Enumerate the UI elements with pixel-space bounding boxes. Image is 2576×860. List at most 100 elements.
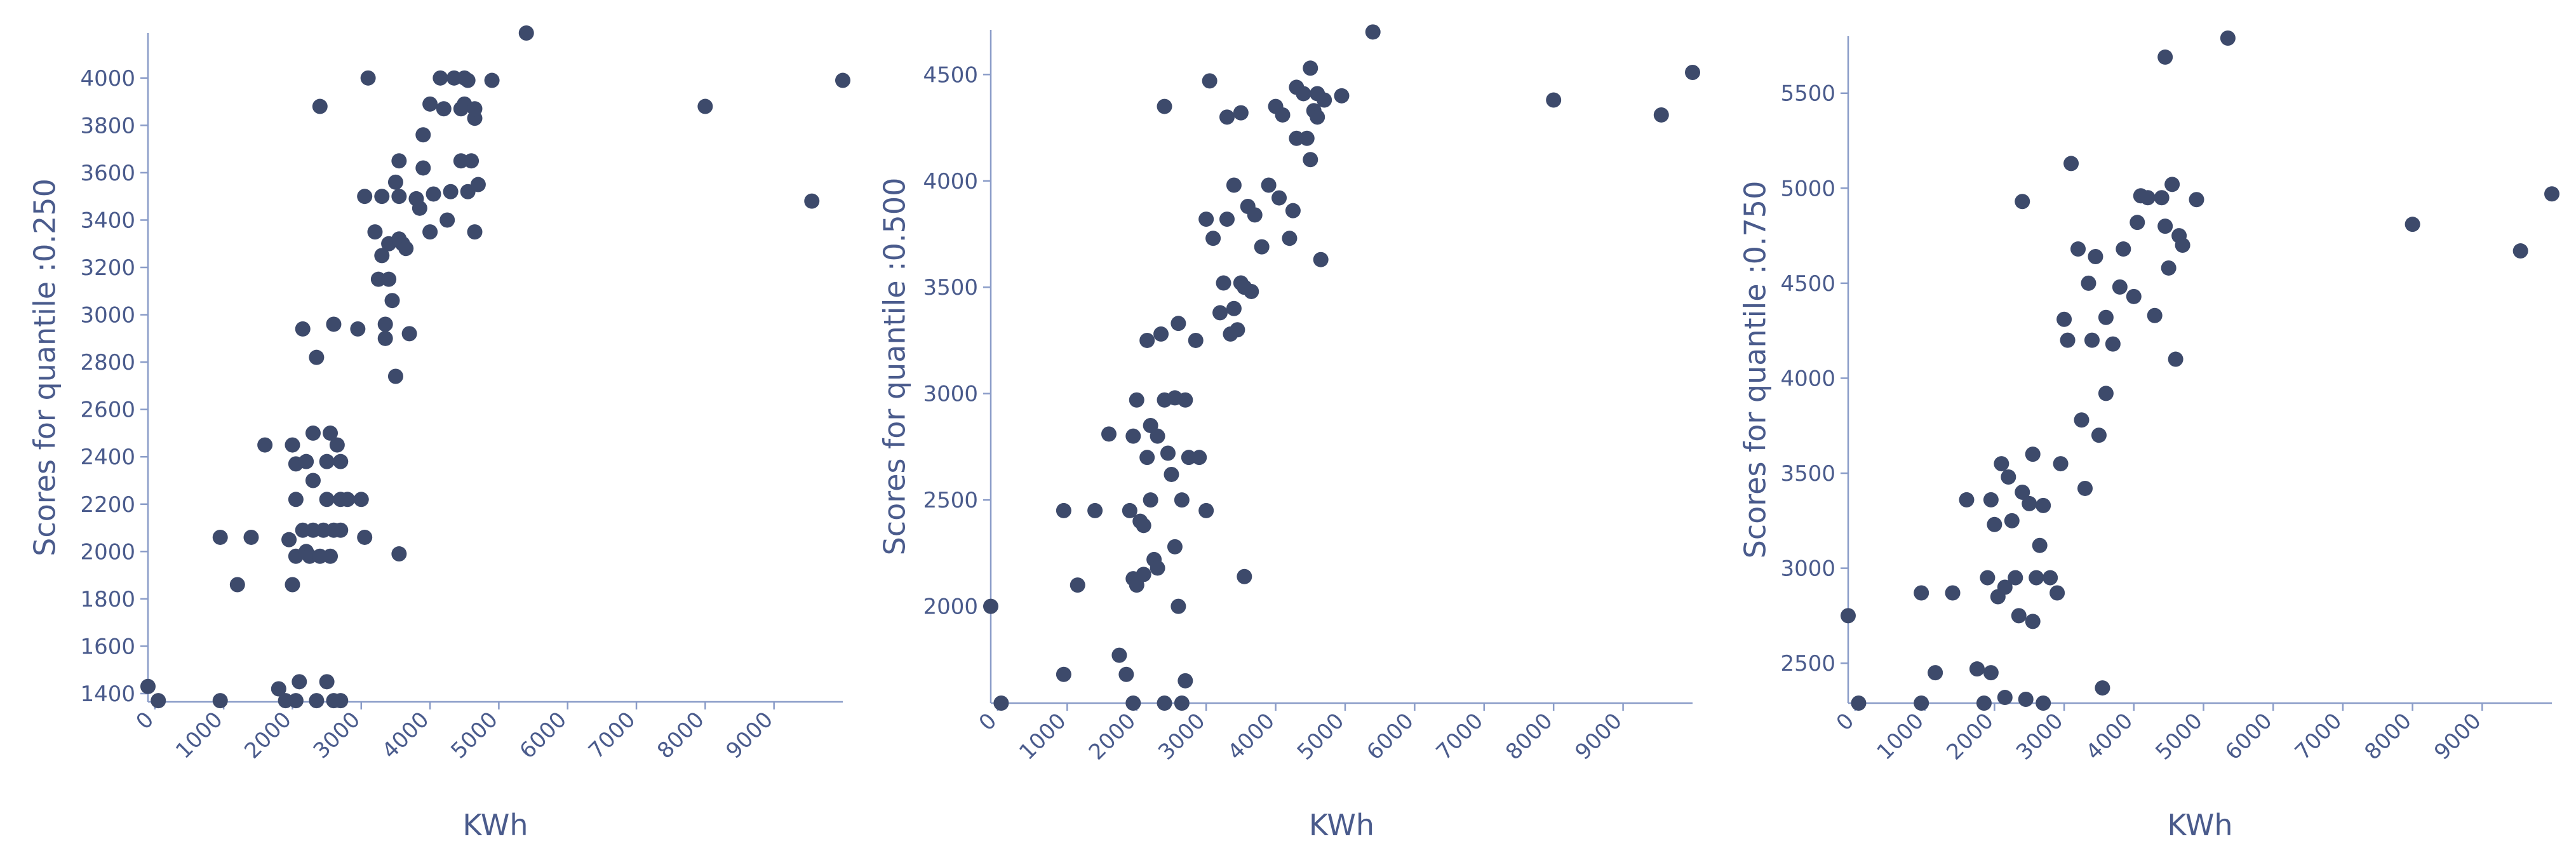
data-point xyxy=(2512,243,2528,259)
data-point xyxy=(1125,695,1141,711)
data-point xyxy=(319,454,335,469)
data-point xyxy=(229,577,245,593)
data-point xyxy=(1136,567,1151,582)
data-point xyxy=(1928,665,1943,681)
data-point xyxy=(1111,647,1127,663)
data-point xyxy=(377,330,393,346)
y-tick-label: 3500 xyxy=(923,275,978,300)
data-point xyxy=(1303,60,1318,76)
y-tick-label: 1400 xyxy=(80,682,135,707)
data-point xyxy=(426,186,441,202)
data-point xyxy=(415,127,431,143)
data-point xyxy=(436,101,452,117)
x-axis-title: KWh xyxy=(1309,808,1374,842)
data-point xyxy=(1087,502,1103,518)
data-point xyxy=(1177,673,1193,689)
y-tick-label: 1600 xyxy=(80,634,135,659)
data-point xyxy=(357,529,373,545)
y-tick-label: 4000 xyxy=(923,169,978,194)
data-point xyxy=(1997,579,2013,595)
data-point xyxy=(2056,311,2072,327)
x-tick-label: 6000 xyxy=(1362,708,1418,765)
data-point xyxy=(1914,695,1929,711)
y-tick-label: 4000 xyxy=(80,66,135,91)
data-point xyxy=(1056,502,1071,518)
data-point xyxy=(271,681,286,697)
data-point xyxy=(2112,279,2128,295)
data-point xyxy=(422,224,438,240)
data-point xyxy=(1143,492,1158,508)
data-point xyxy=(281,532,297,548)
data-point xyxy=(151,693,166,709)
data-point xyxy=(1139,332,1155,348)
data-point xyxy=(312,98,328,114)
data-point xyxy=(1976,695,1992,711)
data-point xyxy=(326,316,342,332)
data-point xyxy=(2116,241,2131,257)
x-tick-label: 4000 xyxy=(1223,708,1279,765)
x-tick-label: 5000 xyxy=(446,707,502,763)
y-tick-label: 2200 xyxy=(80,492,135,518)
y-axis-title: Scores for quantile :0.500 xyxy=(877,178,911,556)
data-point xyxy=(443,184,459,199)
data-point xyxy=(212,693,228,709)
data-point xyxy=(2015,194,2030,210)
data-point xyxy=(1289,130,1305,146)
data-point xyxy=(1136,518,1151,534)
data-point xyxy=(1959,492,1975,507)
data-point xyxy=(993,695,1009,711)
data-point xyxy=(309,693,325,709)
data-point xyxy=(1226,177,1242,193)
data-point xyxy=(367,224,383,240)
data-point xyxy=(1237,568,1252,584)
data-point xyxy=(2157,49,2173,65)
data-point xyxy=(1191,450,1207,466)
data-point xyxy=(1230,322,1245,338)
data-point xyxy=(1914,585,1929,601)
data-point xyxy=(422,96,438,112)
data-point xyxy=(2043,570,2058,586)
data-point xyxy=(1334,88,1350,104)
data-point xyxy=(1226,300,1242,316)
data-point xyxy=(1174,492,1190,508)
data-point xyxy=(2105,336,2121,352)
data-point xyxy=(2157,218,2173,234)
data-point xyxy=(2161,260,2177,276)
data-point xyxy=(357,189,373,205)
data-point xyxy=(2022,495,2037,511)
data-point xyxy=(1160,445,1176,461)
data-point xyxy=(305,425,321,441)
data-point xyxy=(1174,695,1190,711)
data-point xyxy=(295,321,311,337)
data-point xyxy=(2168,351,2184,367)
data-point xyxy=(1994,456,2009,472)
y-tick-label: 4500 xyxy=(923,62,978,88)
data-point xyxy=(1275,107,1291,123)
data-point xyxy=(401,326,417,342)
data-point xyxy=(1205,231,1221,246)
x-tick-label: 1000 xyxy=(1014,708,1071,765)
data-point xyxy=(2001,469,2016,485)
data-point xyxy=(2098,386,2114,401)
data-point xyxy=(518,25,534,41)
x-tick-label: 0 xyxy=(974,708,1002,736)
data-point xyxy=(1198,212,1214,227)
data-point xyxy=(340,492,356,507)
x-tick-label: 7000 xyxy=(1432,708,1488,765)
data-point xyxy=(398,241,414,257)
data-point xyxy=(333,522,349,538)
x-tick-label: 5000 xyxy=(2150,708,2207,765)
data-point xyxy=(412,200,427,216)
data-point xyxy=(1980,570,1996,586)
data-point xyxy=(2164,177,2180,192)
x-tick-label: 9000 xyxy=(721,707,778,763)
data-point xyxy=(2049,585,2065,601)
data-point xyxy=(1851,695,1867,711)
x-axis-title: KWh xyxy=(462,808,528,842)
x-tick-label: 2000 xyxy=(1942,708,1998,765)
x-tick-label: 6000 xyxy=(2220,708,2277,765)
y-tick-label: 2600 xyxy=(80,398,135,423)
data-point xyxy=(484,72,500,88)
data-point xyxy=(243,529,259,545)
